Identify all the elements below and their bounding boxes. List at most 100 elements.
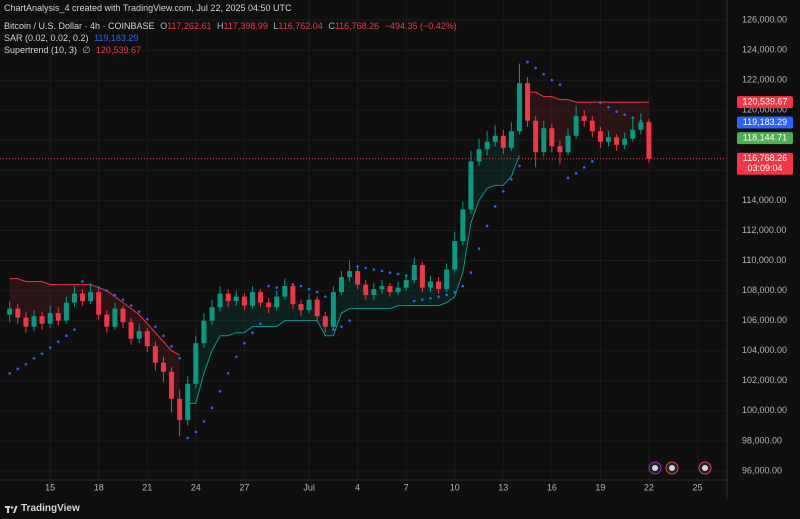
sar-dot xyxy=(218,390,222,393)
candle-body xyxy=(589,120,595,132)
candle-body xyxy=(427,281,433,288)
footer: TradingView xyxy=(0,500,800,519)
sar-dot xyxy=(194,430,198,434)
sar-dot xyxy=(412,299,416,303)
sar-dot xyxy=(607,105,610,109)
ohlc-key: L xyxy=(273,21,279,31)
candle-body xyxy=(508,131,514,148)
symbol-legend: Bitcoin / U.S. Dollar · 4h · COINBASE O1… xyxy=(4,21,460,32)
candle-body xyxy=(355,271,361,285)
sar-dot xyxy=(178,356,181,360)
candle-body xyxy=(338,277,344,293)
ohlc-value: 117,398.99 xyxy=(223,21,268,31)
sar-dot xyxy=(121,298,125,301)
header: ChartAnalysis_4 created with TradingView… xyxy=(4,3,295,14)
sar-dot xyxy=(170,344,173,348)
sar-dot xyxy=(16,367,20,371)
x-tick-label: 24 xyxy=(191,482,201,492)
candle-body xyxy=(152,346,158,363)
sar-dot xyxy=(137,310,141,313)
sar-dot xyxy=(154,325,157,328)
sar-dot xyxy=(48,346,52,350)
ohlc-key: H xyxy=(216,21,224,31)
candle-body xyxy=(314,299,320,317)
x-tick-label: 25 xyxy=(692,482,702,492)
candle-body xyxy=(71,293,77,303)
candle-body xyxy=(31,316,37,327)
sar-dot xyxy=(534,66,537,70)
sar-dot xyxy=(566,176,570,180)
price-tag xyxy=(737,152,793,175)
sar-dot xyxy=(623,113,626,117)
candle-body xyxy=(638,122,644,130)
sar-dot xyxy=(40,352,44,356)
event-flag-icon xyxy=(652,465,658,471)
y-tick-label: 112,000.00 xyxy=(742,225,786,235)
indicator-value: 119,183.29 xyxy=(94,33,139,43)
sar-dot xyxy=(510,178,513,181)
candle-body xyxy=(605,137,611,142)
sar-dot xyxy=(113,293,117,297)
price-axis-bg xyxy=(727,0,800,500)
sar-dot xyxy=(210,406,214,410)
sar-dot xyxy=(348,319,351,322)
candle-body xyxy=(387,286,393,293)
sar-dot xyxy=(453,290,457,294)
candle-body xyxy=(144,331,150,347)
x-tick-label: 16 xyxy=(547,482,557,492)
candle-body xyxy=(88,292,94,302)
sar-dot xyxy=(162,334,165,338)
indicator-value: 120,539.67 xyxy=(95,45,141,55)
supertrend-line xyxy=(527,91,649,103)
y-tick-label: 96,000.00 xyxy=(742,465,782,475)
indicator-name: SAR (0.02, 0.02, 0.2) xyxy=(4,33,89,43)
candle-body xyxy=(452,240,458,270)
candle-body xyxy=(533,120,539,153)
price-tag xyxy=(737,116,793,129)
sar-dot xyxy=(356,265,359,268)
sar-dot xyxy=(437,295,440,298)
y-tick-label: 114,000.00 xyxy=(742,195,786,205)
candle-body xyxy=(217,293,223,308)
candle-body xyxy=(249,292,255,306)
sar-dot xyxy=(477,247,481,250)
candle-body xyxy=(330,292,336,327)
x-tick-label: 21 xyxy=(142,482,152,492)
candle-body xyxy=(15,308,21,318)
candle-body xyxy=(581,116,587,121)
y-tick-label: 110,000.00 xyxy=(742,255,786,265)
ohlc-value: 116,768.26 xyxy=(334,21,380,31)
brand[interactable]: TradingView xyxy=(21,503,80,514)
candle-body xyxy=(136,331,142,339)
candle-body xyxy=(201,320,207,344)
y-tick-label: 120,000.00 xyxy=(742,105,787,115)
y-tick-label: 98,000.00 xyxy=(742,435,782,445)
sar-dot xyxy=(615,110,618,114)
sar-dot xyxy=(307,287,311,291)
sar-dot xyxy=(558,83,562,86)
candle-body xyxy=(363,284,369,296)
header-title: ChartAnalysis_4 created with TradingView… xyxy=(4,3,292,13)
candle-body xyxy=(233,296,239,302)
candle-body xyxy=(193,343,199,384)
price-tag-label: 118,144.71 xyxy=(743,132,787,142)
candle-body xyxy=(371,289,377,296)
symbol: Bitcoin / U.S. Dollar · 4h · COINBASE xyxy=(4,21,155,31)
candle-body xyxy=(597,131,603,142)
candle-body xyxy=(549,128,555,147)
sar-dot xyxy=(315,290,319,294)
candle-body xyxy=(500,135,506,148)
sar-dot xyxy=(234,355,238,359)
y-tick-label: 124,000.00 xyxy=(742,44,787,54)
supertrend-legend: Supertrend (10, 3) ∅ 120,539.67 xyxy=(4,45,144,56)
candle-body xyxy=(565,135,571,153)
sar-dot xyxy=(493,205,497,208)
countdown: 03:09:04 xyxy=(747,163,782,173)
price-tag-label: 120,539.67 xyxy=(742,96,787,106)
sar-dot xyxy=(226,371,230,375)
x-tick-label: 15 xyxy=(45,482,55,492)
candle-body xyxy=(379,286,385,290)
sar-dot xyxy=(574,172,578,175)
candle-body xyxy=(177,398,183,420)
